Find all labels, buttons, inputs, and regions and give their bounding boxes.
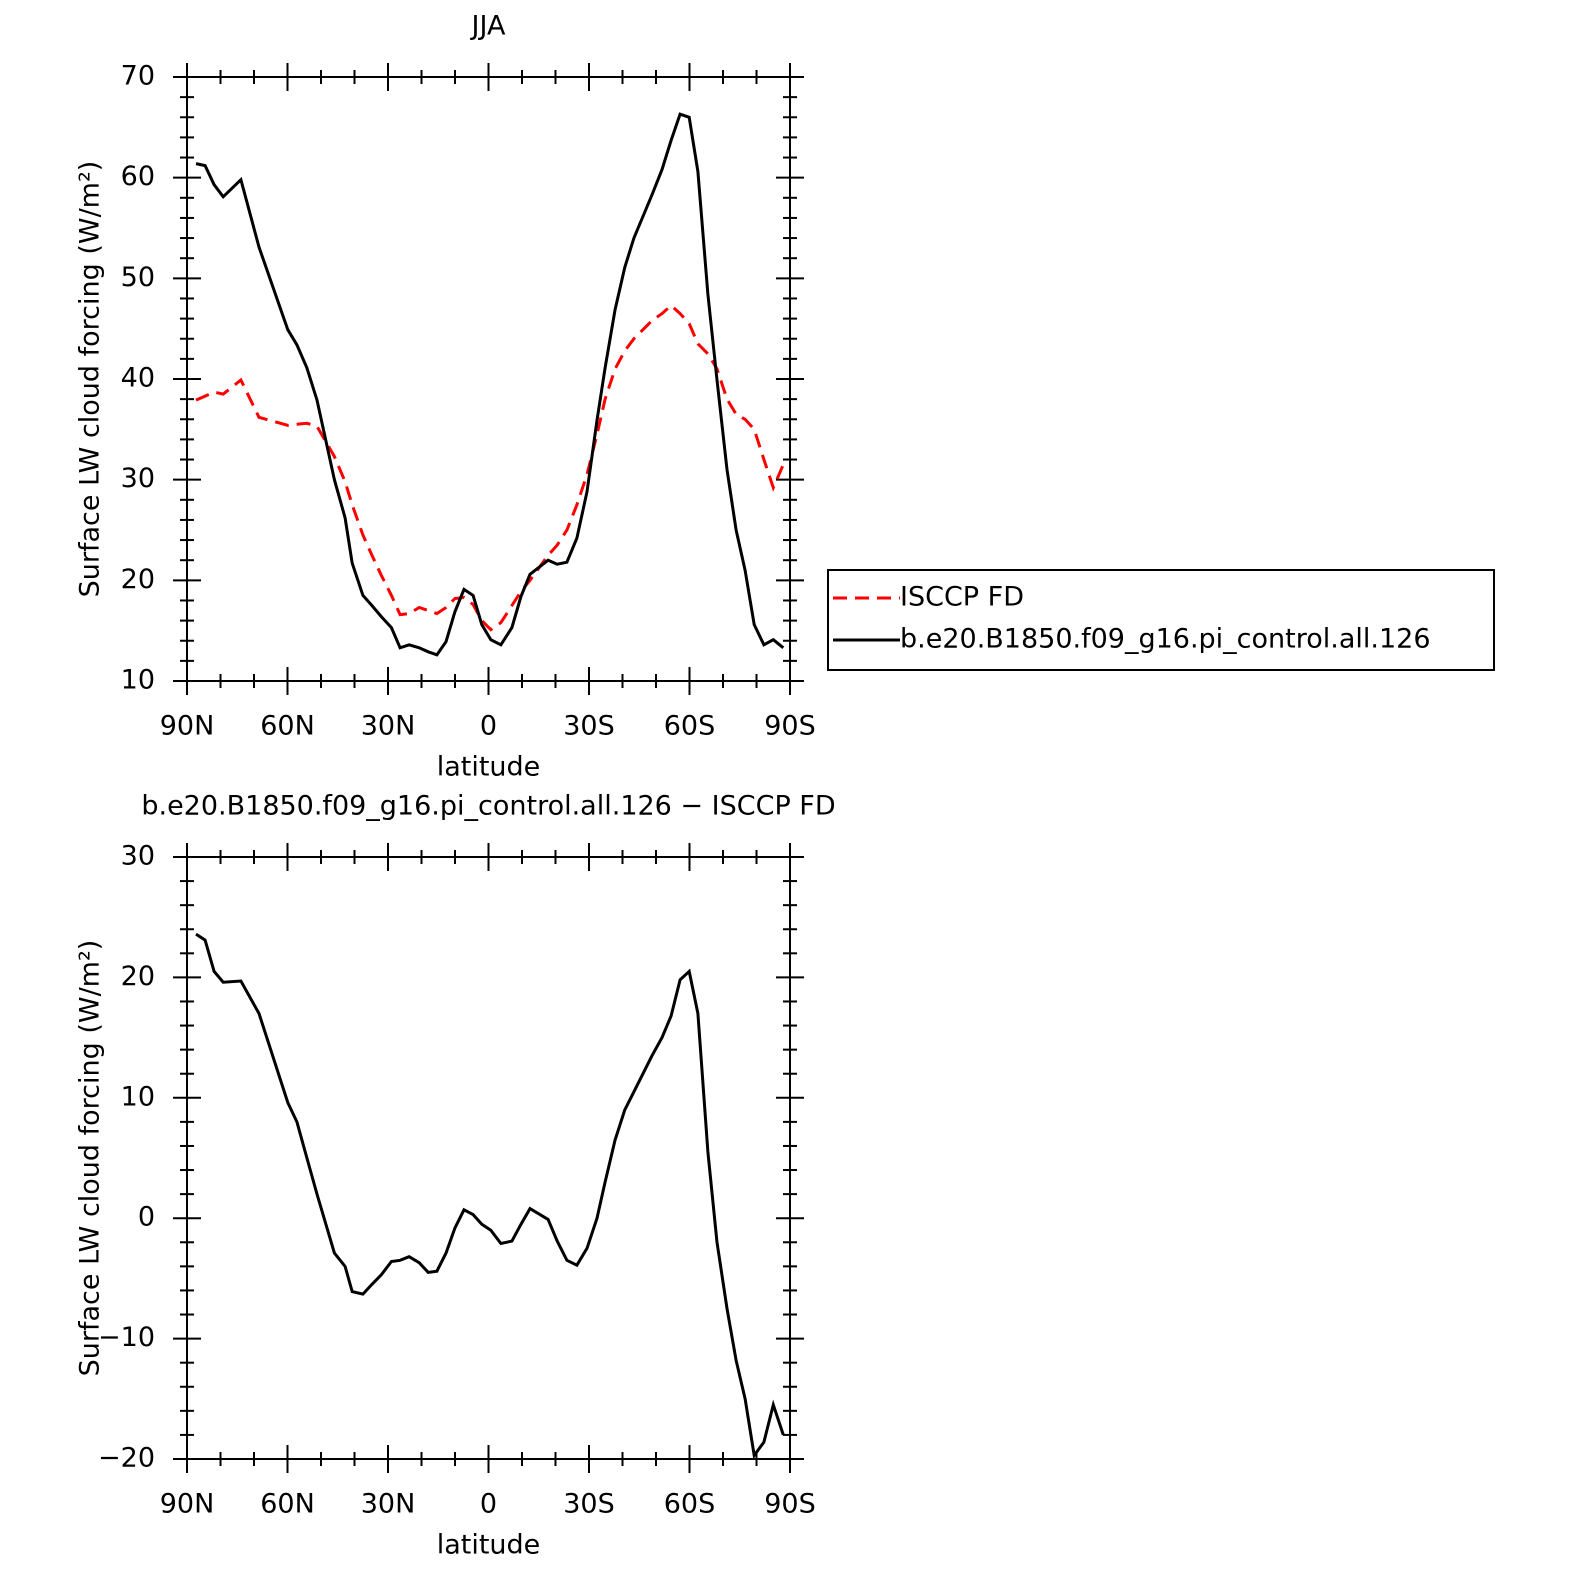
y-tick-label: 20	[121, 564, 155, 595]
y-tick-label: 30	[121, 841, 155, 872]
y-tick-label: 40	[121, 363, 155, 394]
chart-title: b.e20.B1850.f09_g16.pi_control.all.126 −…	[141, 791, 835, 822]
x-tick-label: 30N	[361, 711, 416, 742]
y-tick-label: 30	[121, 463, 155, 494]
data-line	[195, 303, 785, 632]
x-tick-label: 60N	[260, 711, 315, 742]
y-tick-label: 10	[121, 665, 155, 696]
data-line	[195, 932, 785, 1460]
y-tick-label: 50	[121, 262, 155, 293]
y-tick-label: 0	[138, 1202, 155, 1233]
x-tick-label: 90S	[764, 711, 816, 742]
x-tick-label: 30S	[563, 1489, 615, 1520]
x-tick-label: 0	[480, 711, 497, 742]
legend-label: b.e20.B1850.f09_g16.pi_control.all.126	[900, 624, 1431, 655]
y-tick-label: 10	[121, 1081, 155, 1112]
x-tick-label: 60S	[664, 711, 716, 742]
legend-box	[827, 569, 1495, 671]
x-tick-label: 90S	[764, 1489, 816, 1520]
x-tick-label: 60N	[260, 1489, 315, 1520]
plot-frame	[186, 76, 791, 682]
plot-frame	[186, 856, 791, 1460]
x-axis-label: latitude	[437, 752, 541, 783]
x-tick-label: 30N	[361, 1489, 416, 1520]
y-tick-label: 60	[121, 161, 155, 192]
y-tick-label: 20	[121, 961, 155, 992]
y-tick-label: −20	[98, 1443, 155, 1474]
x-tick-label: 90N	[160, 1489, 215, 1520]
y-tick-label: −10	[98, 1322, 155, 1353]
x-tick-label: 90N	[160, 711, 215, 742]
x-tick-label: 60S	[664, 1489, 716, 1520]
data-line	[195, 112, 785, 657]
y-axis-label: Surface LW cloud forcing (W/m²)	[75, 940, 106, 1377]
x-axis-label: latitude	[437, 1530, 541, 1561]
x-tick-label: 30S	[563, 711, 615, 742]
x-tick-label: 0	[480, 1489, 497, 1520]
y-axis-label: Surface LW cloud forcing (W/m²)	[75, 161, 106, 598]
y-tick-label: 70	[121, 61, 155, 92]
chart-title: JJA	[470, 11, 506, 42]
legend-label: ISCCP FD	[900, 582, 1024, 613]
